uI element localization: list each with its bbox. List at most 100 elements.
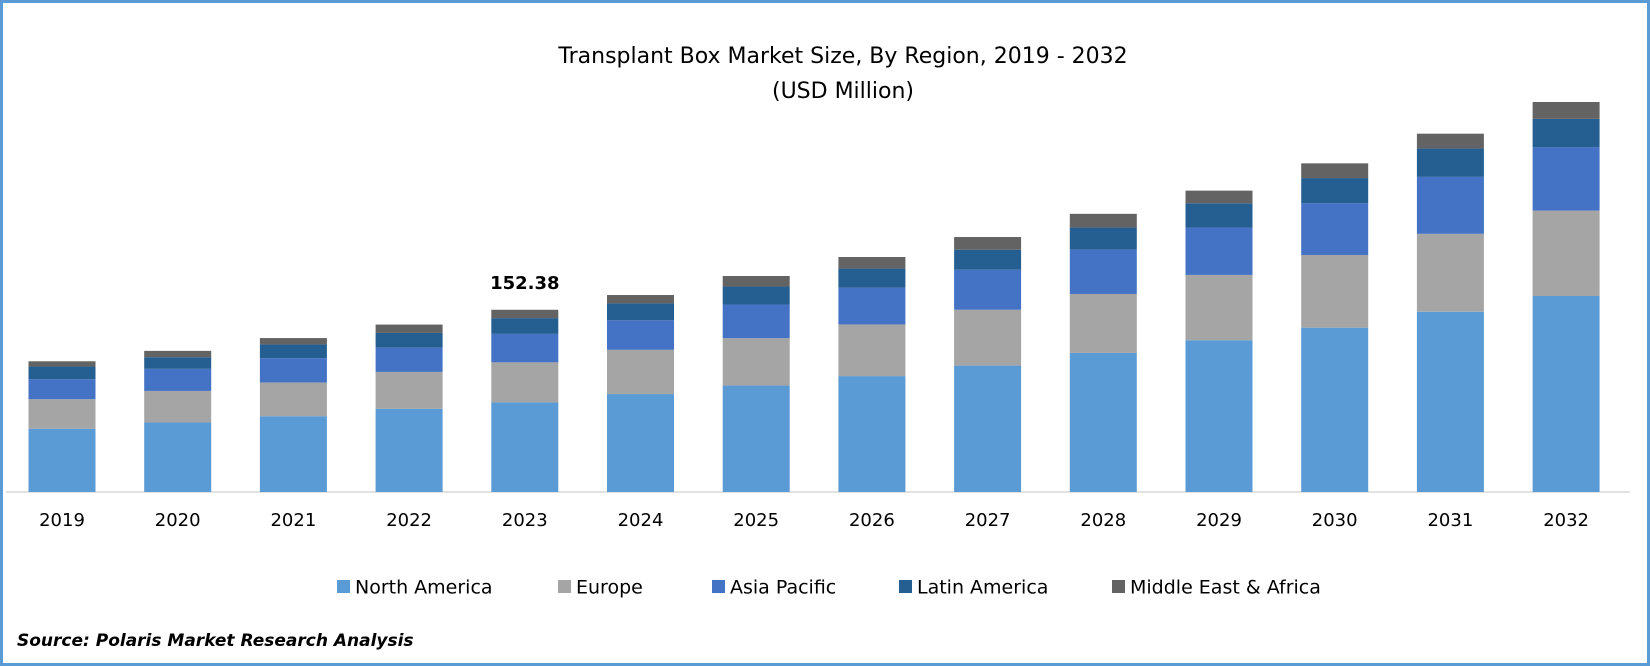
x-tick-label: 2022 — [386, 510, 432, 531]
x-tick-label: 2019 — [39, 510, 85, 531]
bar-segment — [838, 268, 906, 288]
bar-segment — [838, 256, 906, 269]
bar-segment — [28, 399, 96, 429]
legend-label: Middle East & Africa — [1130, 577, 1321, 599]
bar-segment — [491, 402, 559, 492]
bar-segment — [375, 324, 443, 333]
legend-swatch — [1112, 580, 1125, 593]
x-tick-label: 2023 — [502, 510, 548, 531]
bar-segment — [954, 269, 1022, 310]
bar-segment — [1532, 102, 1600, 119]
bar-segment — [375, 347, 443, 372]
bar-segment — [375, 408, 443, 492]
bar-segment — [838, 287, 906, 325]
bar-segment — [722, 286, 790, 305]
bar-segment — [954, 249, 1022, 270]
x-tick-label: 2027 — [965, 510, 1011, 531]
x-tick-label: 2028 — [1080, 510, 1126, 531]
legend-swatch — [337, 580, 350, 593]
bar-segment — [491, 362, 559, 403]
bar-segment — [722, 304, 790, 339]
bar-segment — [28, 361, 96, 367]
x-tick-label: 2021 — [270, 510, 316, 531]
bar-segment — [954, 309, 1022, 366]
bar-segment — [1416, 133, 1484, 149]
legend-label: Asia Pacific — [730, 577, 836, 599]
legend-label: North America — [355, 577, 493, 599]
bar-segment — [722, 276, 790, 287]
source: Source: Polaris Market Research Analysis — [17, 631, 414, 651]
legend-swatch — [899, 580, 912, 593]
chart-title: Transplant Box Market Size, By Region, 2… — [557, 44, 1127, 69]
bar-segment — [144, 357, 212, 369]
bar-segment — [1185, 203, 1253, 228]
bar-segment — [722, 338, 790, 386]
bar-segment — [607, 349, 674, 395]
bar-segment — [1069, 352, 1137, 492]
legend-swatch — [558, 580, 571, 593]
bar-segment — [28, 379, 96, 400]
bar-segment — [1069, 249, 1137, 294]
bar-segment — [1532, 147, 1600, 211]
bar-segment — [144, 422, 212, 492]
bar-segment — [259, 416, 327, 492]
bar-segment — [1069, 293, 1137, 353]
total-label: 152.38 — [490, 273, 559, 294]
bar-segment — [1301, 163, 1369, 179]
bar-segment — [28, 428, 96, 492]
chart-subtitle: (USD Million) — [772, 79, 914, 104]
x-tick-label: 2029 — [1196, 510, 1242, 531]
bar-segment — [1532, 118, 1600, 148]
bar-segment — [954, 365, 1022, 492]
legend-label: Latin America — [917, 577, 1048, 599]
bar-segment — [838, 324, 906, 377]
bar-segment — [144, 390, 212, 423]
x-tick-label: 2026 — [849, 510, 895, 531]
bar-segment — [144, 368, 212, 391]
bar-segment — [375, 371, 443, 409]
bar-segment — [838, 376, 906, 492]
x-tick-label: 2020 — [155, 510, 201, 531]
bar-segment — [491, 309, 559, 319]
bar-segment — [1301, 327, 1369, 492]
x-tick-label: 2031 — [1427, 510, 1473, 531]
bar-segment — [375, 332, 443, 348]
bar-segment — [259, 338, 327, 345]
bar-segment — [491, 333, 559, 363]
bar-segment — [1069, 213, 1137, 228]
bar-segment — [28, 366, 96, 380]
legend-label: Europe — [576, 577, 643, 599]
bar-segment — [1301, 178, 1369, 204]
bar-segment — [1185, 340, 1253, 492]
bar-segment — [722, 385, 790, 492]
x-tick-label: 2025 — [733, 510, 779, 531]
bar-segment — [491, 318, 559, 334]
bar-segment — [1532, 210, 1600, 296]
x-tick-label: 2032 — [1543, 510, 1589, 531]
bar-segment — [1532, 295, 1600, 492]
bar-segment — [607, 320, 674, 350]
bar-segment — [607, 394, 674, 492]
bar-segment — [1301, 203, 1369, 255]
legend-swatch — [712, 580, 725, 593]
bar-segment — [1185, 274, 1253, 341]
bar-segment — [259, 358, 327, 383]
bar-segment — [259, 344, 327, 359]
bar-segment — [259, 382, 327, 417]
bar-segment — [954, 237, 1022, 250]
bar-segment — [1185, 227, 1253, 275]
bar-segment — [1416, 176, 1484, 234]
bar-segment — [1185, 190, 1253, 204]
bar-segment — [1416, 233, 1484, 312]
bar-segment — [607, 303, 674, 321]
bar-segment — [1301, 254, 1369, 328]
bar-segment — [1416, 311, 1484, 492]
bar-segment — [144, 350, 212, 358]
x-tick-label: 2030 — [1312, 510, 1358, 531]
bar-segment — [607, 295, 674, 304]
bar-segment — [1069, 227, 1137, 250]
x-tick-label: 2024 — [618, 510, 664, 531]
